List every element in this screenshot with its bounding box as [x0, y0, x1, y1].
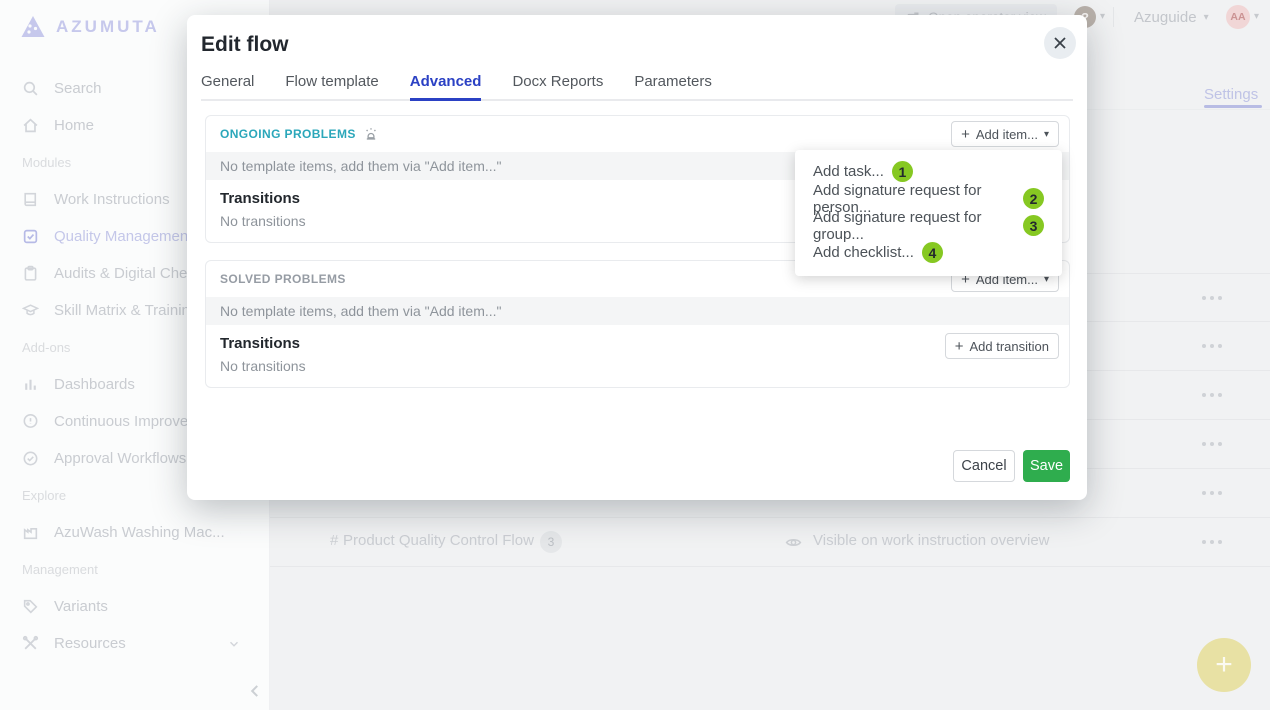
- sidebar-item-variants[interactable]: Variants: [0, 588, 269, 625]
- menu-item-add-task[interactable]: Add task... 1: [795, 158, 1062, 185]
- chevron-down-icon: ▾: [1100, 11, 1106, 22]
- sidebar-item-work-instructions[interactable]: Work Instructions: [0, 181, 269, 218]
- row-menu-button[interactable]: [1202, 491, 1222, 495]
- table-row: [270, 469, 1270, 518]
- eye-icon: [785, 539, 802, 546]
- sidebar-item-skill-matrix[interactable]: Skill Matrix & Training: [0, 292, 269, 329]
- sidebar-item-audits[interactable]: Audits & Digital Checks: [0, 255, 269, 292]
- menu-item-add-signature-person[interactable]: Add signature request for person... 2: [795, 182, 1062, 216]
- cancel-button[interactable]: Cancel: [953, 450, 1015, 482]
- save-button[interactable]: Save: [1023, 450, 1070, 482]
- azuguide-menu[interactable]: Azuguide ▾: [1134, 9, 1209, 26]
- sidebar-item-quality-management[interactable]: Quality Management: [0, 218, 269, 255]
- tab-parameters[interactable]: Parameters: [634, 73, 712, 90]
- step-badge: 1: [891, 161, 913, 182]
- table-row-flow: # Product Quality Control Flow 3 Visible…: [270, 518, 1270, 567]
- plus-icon: +: [954, 337, 964, 355]
- topbar-divider: [1113, 7, 1114, 27]
- sidebar-item-home[interactable]: Home: [0, 107, 269, 144]
- menu-item-add-checklist[interactable]: Add checklist... 4: [795, 239, 1062, 266]
- section-label: ONGOING PROBLEMS: [220, 127, 356, 141]
- chevron-down-icon: ▾: [1203, 12, 1209, 23]
- transitions-empty: No transitions: [220, 358, 306, 374]
- close-button[interactable]: [1044, 27, 1076, 59]
- flow-title: Product Quality Control Flow: [343, 532, 534, 549]
- sidebar-nav: Search Home Modules Work Instructions Qu…: [0, 70, 269, 662]
- flow-visibility-status: Visible on work instruction overview: [813, 532, 1050, 549]
- tab-settings-indicator: [1204, 105, 1262, 108]
- chevron-down-icon: ▾: [1043, 273, 1049, 285]
- sidebar-item-continuous-improvement[interactable]: Continuous Improvement: [0, 403, 269, 440]
- factory-icon: [23, 527, 38, 540]
- tab-flow-template[interactable]: Flow template: [285, 73, 379, 90]
- alarm-icon: [365, 128, 376, 140]
- sidebar-item-resources[interactable]: Resources: [0, 625, 269, 662]
- sidebar-heading-modules: Modules: [22, 155, 72, 170]
- add-item-dropdown: Add task... 1 Add signature request for …: [795, 150, 1062, 276]
- sidebar-item-dashboards[interactable]: Dashboards: [0, 366, 269, 403]
- tab-settings[interactable]: Settings: [1204, 86, 1259, 103]
- sidebar-collapse-icon[interactable]: [246, 682, 264, 700]
- step-badge: 2: [1023, 188, 1044, 209]
- section-label: SOLVED PROBLEMS: [220, 272, 346, 286]
- section-solved-problems: SOLVED PROBLEMS + Add item... ▾ No templ…: [205, 260, 1070, 388]
- row-menu-button[interactable]: [1202, 344, 1222, 348]
- tab-docx-reports[interactable]: Docx Reports: [512, 73, 604, 90]
- search-icon: [23, 81, 38, 96]
- quality-check-icon: [23, 229, 38, 244]
- plus-icon: +: [961, 270, 970, 288]
- step-badge: 4: [921, 242, 943, 263]
- chevron-down-icon: [239, 532, 241, 533]
- brand-name: AZUMUTA: [56, 17, 160, 36]
- clipboard-icon: [24, 265, 37, 281]
- sidebar-item-approval-workflows[interactable]: Approval Workflows: [0, 440, 269, 477]
- tab-advanced[interactable]: Advanced: [409, 72, 482, 101]
- sidebar-heading-management: Management: [22, 562, 98, 577]
- empty-items-message: No template items, add them via "Add ite…: [206, 297, 1069, 325]
- row-menu-button[interactable]: [1202, 393, 1222, 397]
- avatar[interactable]: AA: [1226, 5, 1250, 29]
- modal-tabs: General Flow template Advanced Docx Repo…: [201, 72, 1073, 101]
- tools-icon: [22, 635, 39, 650]
- add-item-button[interactable]: + Add item... ▾: [951, 121, 1059, 147]
- transitions-title: Transitions: [220, 190, 301, 207]
- transitions-title: Transitions: [220, 335, 301, 352]
- page-title: Edit flow: [201, 33, 289, 56]
- flow-hash-icon: #: [330, 532, 339, 549]
- home-icon: [23, 118, 38, 133]
- tag-icon: [23, 599, 38, 614]
- row-menu-button[interactable]: [1202, 442, 1222, 446]
- add-fab-button[interactable]: +: [1197, 638, 1251, 692]
- chevron-down-icon: ▾: [1043, 128, 1049, 140]
- sidebar-heading-addons: Add-ons: [22, 340, 71, 355]
- azumuta-logo-icon: [21, 16, 45, 37]
- feedback-bubble-icon: [23, 414, 38, 428]
- row-menu-button[interactable]: [1202, 540, 1222, 544]
- step-badge: 3: [1023, 215, 1044, 236]
- plus-icon: +: [961, 125, 970, 143]
- chevron-down-icon: ▾: [1254, 11, 1260, 22]
- graduation-cap-icon: [22, 304, 39, 316]
- sidebar-item-azuwash[interactable]: AzuWash Washing Mac...: [0, 514, 269, 551]
- sidebar-item-search[interactable]: Search: [0, 70, 269, 107]
- transitions-empty: No transitions: [220, 213, 306, 229]
- add-transition-button[interactable]: + Add transition: [944, 333, 1059, 359]
- check-circle-icon: [23, 451, 38, 466]
- edit-flow-modal: Edit flow General Flow template Advanced…: [187, 15, 1087, 500]
- sidebar-heading-explore: Explore: [22, 488, 67, 503]
- flow-count-badge: 3: [540, 531, 562, 553]
- plus-icon: +: [1215, 648, 1233, 681]
- tab-general[interactable]: General: [201, 73, 255, 90]
- close-icon: [1054, 37, 1066, 49]
- azumuta-logo[interactable]: AZUMUTA: [20, 14, 160, 40]
- menu-item-add-signature-group[interactable]: Add signature request for group... 3: [795, 209, 1062, 243]
- book-icon: [24, 192, 37, 207]
- row-menu-button[interactable]: [1202, 295, 1222, 300]
- bar-chart-icon: [25, 379, 36, 390]
- chevron-down-icon: [230, 641, 238, 647]
